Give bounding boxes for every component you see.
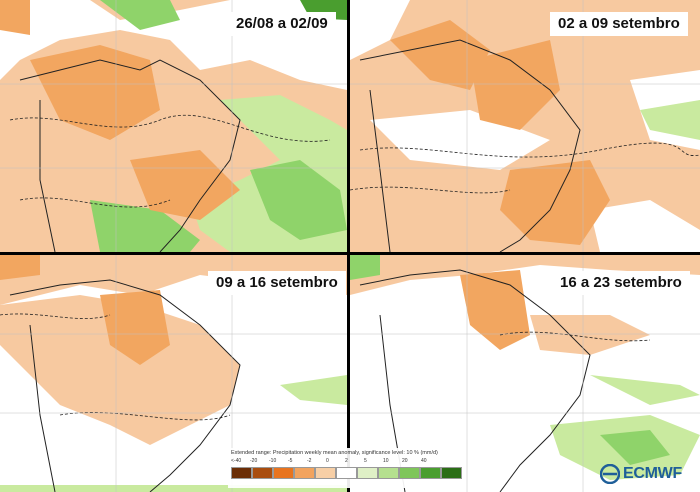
- ecmwf-logo-text: ECMWF: [623, 465, 682, 482]
- legend-swatch: [315, 467, 336, 479]
- legend-tick-label: 0: [326, 458, 329, 464]
- color-legend: Extended range: Precipitation weekly mea…: [228, 448, 462, 488]
- legend-swatch: [399, 467, 420, 479]
- map-panel-week-3: 09 a 16 setembro: [0, 255, 347, 492]
- panel-title-week-4: 16 a 23 setembro: [552, 271, 690, 295]
- legend-swatch: [273, 467, 294, 479]
- legend-tick-label: -5: [288, 458, 293, 464]
- legend-swatch: [378, 467, 399, 479]
- map-panel-week-1: 26/08 a 02/09: [0, 0, 347, 252]
- legend-tick-label: 40: [421, 458, 427, 464]
- legend-title: Extended range: Precipitation weekly mea…: [231, 450, 438, 456]
- panel-title-week-2: 02 a 09 setembro: [550, 12, 688, 36]
- legend-tick-label: -20: [250, 458, 258, 464]
- anomaly-map-2: [350, 0, 700, 252]
- legend-ticks: <-40 -20 -10 -5 -2 0 2 5 10 20 40: [231, 458, 440, 464]
- ecmwf-logo-icon: [600, 464, 620, 484]
- ecmwf-logo: ECMWF: [600, 462, 682, 486]
- legend-tick-label: 2: [345, 458, 348, 464]
- legend-swatch: [336, 467, 357, 479]
- legend-swatch: [231, 467, 252, 479]
- anomaly-map-3: [0, 255, 347, 492]
- legend-tick-label: 5: [364, 458, 367, 464]
- vertical-divider: [347, 0, 350, 492]
- legend-color-bar: [231, 467, 462, 479]
- legend-swatch: [294, 467, 315, 479]
- legend-tick-label: 20: [402, 458, 408, 464]
- legend-tick-label: -2: [307, 458, 312, 464]
- anomaly-map-1: [0, 0, 347, 252]
- panel-title-week-1: 26/08 a 02/09: [228, 12, 336, 36]
- legend-swatch: [441, 467, 462, 479]
- horizontal-divider: [0, 252, 700, 255]
- legend-tick-label: 10: [383, 458, 389, 464]
- legend-tick-label: <-40: [231, 458, 242, 464]
- map-panel-week-2: 02 a 09 setembro: [350, 0, 700, 252]
- panel-title-week-3: 09 a 16 setembro: [208, 271, 346, 295]
- legend-swatch: [357, 467, 378, 479]
- legend-tick-label: -10: [269, 458, 277, 464]
- legend-swatch: [420, 467, 441, 479]
- legend-swatch: [252, 467, 273, 479]
